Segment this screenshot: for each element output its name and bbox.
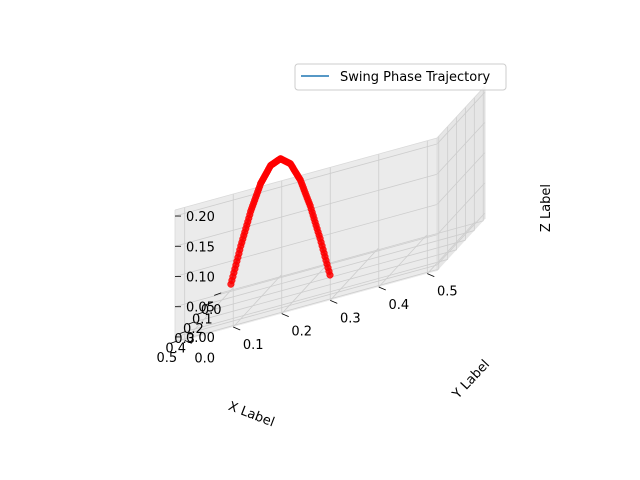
floor-gridline-x	[194, 249, 457, 323]
x-tick-label: 0.4	[165, 341, 186, 356]
wall-gridline-z	[174, 173, 438, 247]
x-tick-mark	[169, 340, 177, 344]
z-tick-label: 0.20	[186, 210, 215, 225]
pane-edge	[436, 85, 486, 139]
x-tick-label: 0.5	[156, 351, 177, 366]
legend-entry-label: Swing Phase Trajectory	[340, 70, 491, 85]
floor-gridline-y	[329, 248, 379, 301]
trajectory-series	[227, 155, 334, 288]
wall-gridline-z	[436, 152, 486, 205]
y-tick-label: 0.2	[291, 325, 312, 340]
floor-gridline-y	[378, 234, 428, 288]
legend: Swing Phase Trajectory	[294, 63, 507, 91]
y-tick-label: 0.5	[437, 285, 458, 300]
wall-gridline-z	[436, 122, 486, 175]
x-tick-mark	[214, 292, 222, 296]
wall-gridline-z	[174, 204, 438, 277]
y-tick-mark	[233, 326, 241, 331]
wall-gridline-z	[174, 264, 438, 338]
y-tick-label: 0.1	[243, 338, 264, 353]
z-tick-label: 0.15	[186, 240, 215, 255]
x-tick-label: 0.0	[201, 303, 222, 318]
x-tick-label: 0.1	[192, 313, 213, 328]
floor-gridline-x	[176, 268, 439, 342]
trajectory-point	[326, 271, 334, 279]
floor-gridline-x	[203, 239, 466, 313]
z-tick-label: 0.10	[186, 271, 215, 286]
floor-gridline-y	[427, 221, 476, 274]
x-tick-mark	[178, 331, 186, 335]
z-axis-label: Z Label	[539, 184, 554, 232]
floor-gridline-x	[185, 259, 448, 332]
floor-gridline-y	[281, 261, 331, 314]
wall-gridline-z	[174, 143, 438, 217]
y-tick-mark	[378, 286, 386, 291]
y-tick-mark	[330, 299, 338, 304]
y-tick-label: 0.4	[388, 298, 409, 313]
x-tick-label: 0.3	[174, 332, 195, 347]
y-tick-mark	[184, 339, 192, 344]
wall-gridline-z	[174, 234, 438, 308]
x-axis-label: X Label	[226, 399, 276, 430]
x-tick-label: 0.2	[183, 322, 204, 337]
wall-gridline-z	[436, 91, 486, 145]
z-tick-label: 0.05	[186, 301, 215, 316]
legend-box	[294, 63, 507, 91]
pane-edge	[174, 137, 438, 211]
x-tick-mark	[205, 302, 213, 306]
y-tick-mark	[427, 273, 435, 278]
z-tick-label: 0.00	[186, 331, 215, 346]
floor-gridline-x	[212, 230, 475, 303]
wall-gridline-z	[436, 212, 486, 266]
axes-ticks: 0.00.10.20.30.40.5 0.00.10.20.30.40.50.00…	[156, 210, 457, 366]
y-tick-label: 0.0	[194, 351, 215, 366]
y-axis-label: Y Label	[449, 357, 493, 402]
floor-gridline-y	[232, 274, 282, 328]
wall-gridline-z	[436, 182, 486, 235]
x-tick-mark	[196, 311, 204, 316]
floor-gridline-y	[184, 288, 233, 341]
floor-gridline-x	[221, 220, 484, 294]
x-tick-mark	[187, 321, 195, 325]
y-tick-label: 0.3	[340, 311, 361, 326]
y-tick-mark	[281, 313, 289, 318]
